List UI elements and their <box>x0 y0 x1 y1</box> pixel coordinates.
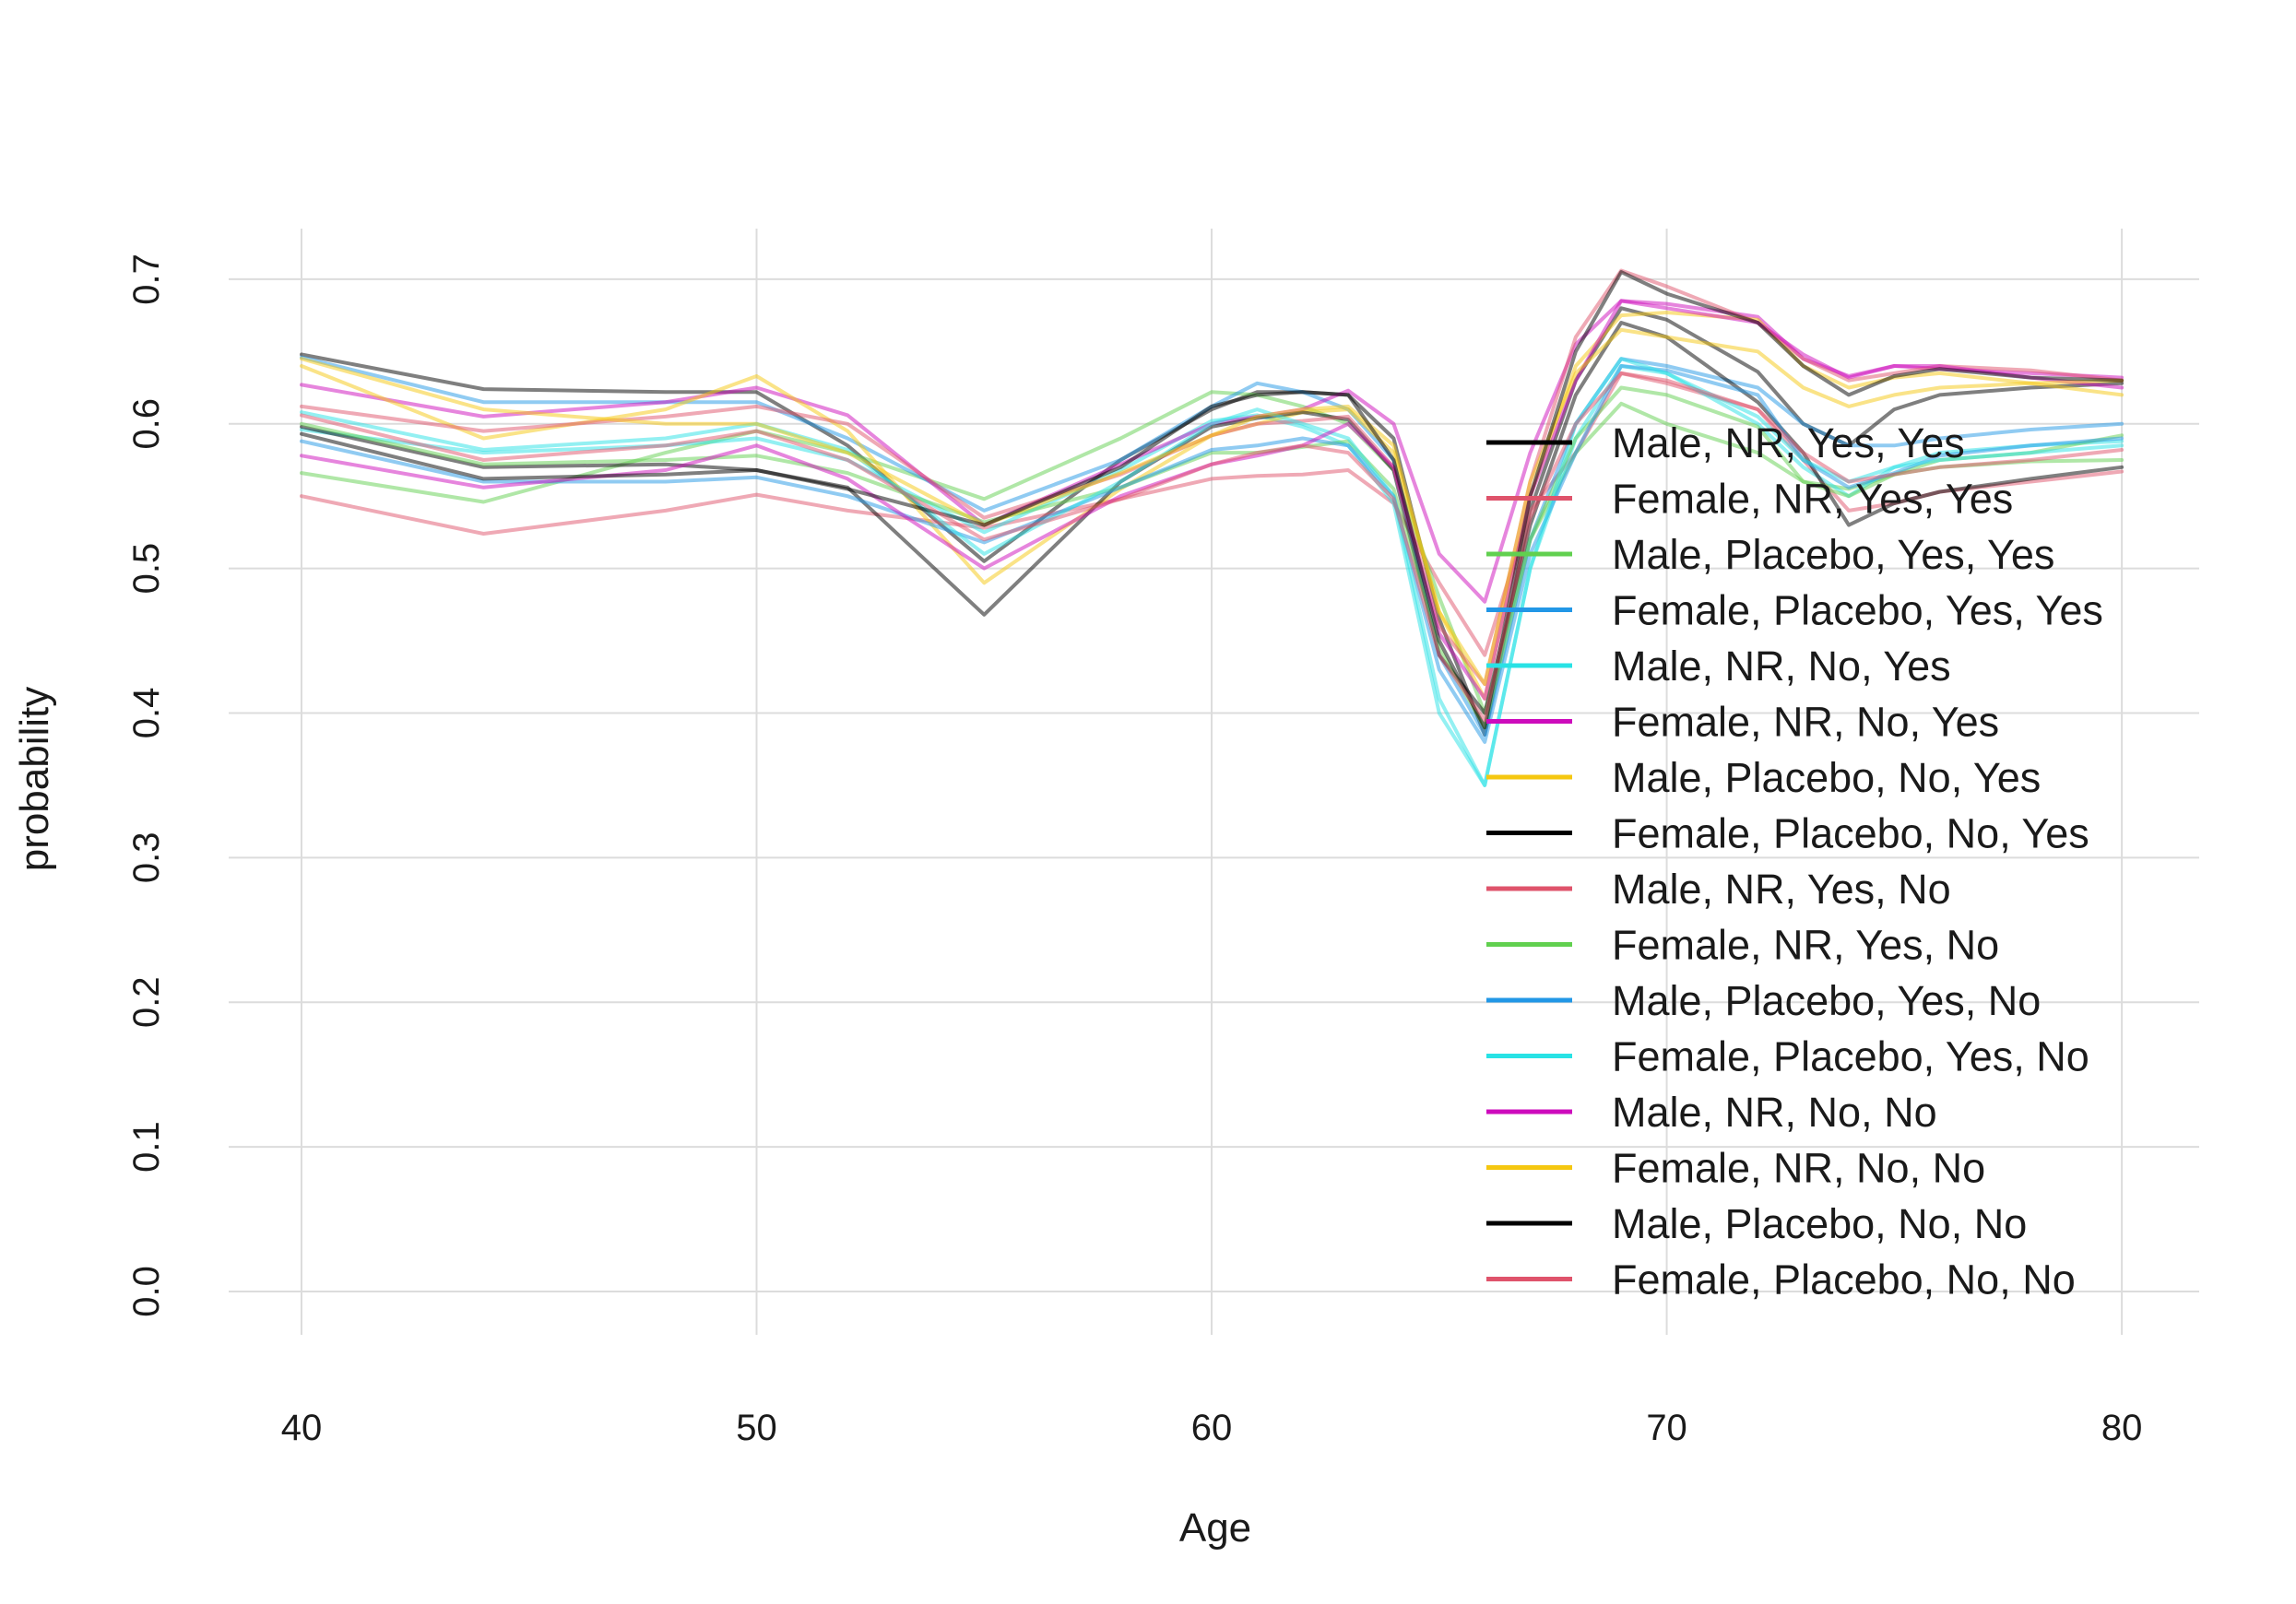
legend-item: Female, Placebo, Yes, Yes <box>1486 587 2103 634</box>
legend-label: Female, Placebo, No, Yes <box>1612 810 2089 857</box>
y-tick-label: 0.3 <box>126 832 167 884</box>
legend-item: Female, Placebo, No, No <box>1486 1256 2076 1303</box>
series-line-2 <box>300 371 2124 657</box>
legend-item: Female, NR, Yes, No <box>1486 922 1999 969</box>
y-tick-label: 0.7 <box>126 254 167 305</box>
legend-item: Male, Placebo, No, Yes <box>1486 754 2041 801</box>
x-axis-ticks: 40 50 60 70 80 <box>281 1408 2143 1448</box>
legend-label: Male, Placebo, Yes, No <box>1612 977 2041 1024</box>
x-tick-label: 50 <box>736 1408 777 1448</box>
legend-item: Male, Placebo, Yes, Yes <box>1486 531 2054 578</box>
y-axis-title: probability <box>12 687 57 872</box>
x-tick-label: 40 <box>281 1408 323 1448</box>
legend-label: Male, NR, Yes, No <box>1612 866 1951 913</box>
series-line-16 <box>300 371 2124 723</box>
x-tick-label: 60 <box>1191 1408 1233 1448</box>
x-tick-label: 80 <box>2101 1408 2143 1448</box>
legend-item: Female, NR, Yes, Yes <box>1486 476 2013 523</box>
legend-label: Male, NR, Yes, Yes <box>1612 419 1965 466</box>
series-line-14 <box>300 327 2124 687</box>
y-tick-label: 0.1 <box>126 1121 167 1173</box>
y-tick-label: 0.5 <box>126 543 167 595</box>
legend-item: Female, Placebo, Yes, No <box>1486 1033 2089 1080</box>
series-line-15 <box>300 270 2124 730</box>
legend-label: Female, NR, Yes, No <box>1612 922 1999 969</box>
legend-item: Male, NR, No, No <box>1486 1089 1937 1136</box>
legend-item: Female, NR, No, Yes <box>1486 699 1999 746</box>
legend-label: Female, Placebo, Yes, Yes <box>1612 587 2103 634</box>
legend-item: Male, NR, Yes, Yes <box>1486 419 1965 466</box>
legend-label: Female, NR, No, No <box>1612 1145 1985 1192</box>
legend-label: Male, NR, No, Yes <box>1612 643 1951 690</box>
y-tick-label: 0.0 <box>126 1266 167 1317</box>
legend-label: Male, NR, No, No <box>1612 1089 1937 1136</box>
legend-label: Male, Placebo, Yes, Yes <box>1612 531 2054 578</box>
x-axis-title: Age <box>1179 1505 1251 1551</box>
legend-item: Male, NR, No, Yes <box>1486 643 1951 690</box>
legend-label: Female, NR, No, Yes <box>1612 699 1999 746</box>
legend-label: Female, Placebo, No, No <box>1612 1256 2076 1303</box>
legend-item: Male, NR, Yes, No <box>1486 866 1951 913</box>
series-lines <box>300 268 2124 787</box>
legend-item: Male, Placebo, Yes, No <box>1486 977 2041 1024</box>
legend-item: Female, Placebo, No, Yes <box>1486 810 2089 857</box>
y-tick-label: 0.6 <box>126 398 167 450</box>
y-tick-label: 0.4 <box>126 688 167 739</box>
legend-label: Male, Placebo, No, Yes <box>1612 754 2041 801</box>
legend: Male, NR, Yes, Yes Female, NR, Yes, Yes Ma… <box>1486 419 2103 1303</box>
x-tick-label: 70 <box>1646 1408 1687 1448</box>
legend-label: Female, NR, Yes, Yes <box>1612 476 2013 523</box>
legend-label: Female, Placebo, Yes, No <box>1612 1033 2089 1080</box>
series-line-11 <box>300 364 2124 744</box>
legend-label: Male, Placebo, No, No <box>1612 1200 2027 1247</box>
series-line-10 <box>300 385 2124 730</box>
y-tick-label: 0.2 <box>126 976 167 1028</box>
legend-item: Male, Placebo, No, No <box>1486 1200 2027 1247</box>
series-line-9 <box>300 268 2124 687</box>
y-axis-ticks: 0.0 0.1 0.2 0.3 0.4 0.5 0.6 0.7 <box>126 254 167 1317</box>
legend-item: Female, NR, No, No <box>1486 1145 1985 1192</box>
